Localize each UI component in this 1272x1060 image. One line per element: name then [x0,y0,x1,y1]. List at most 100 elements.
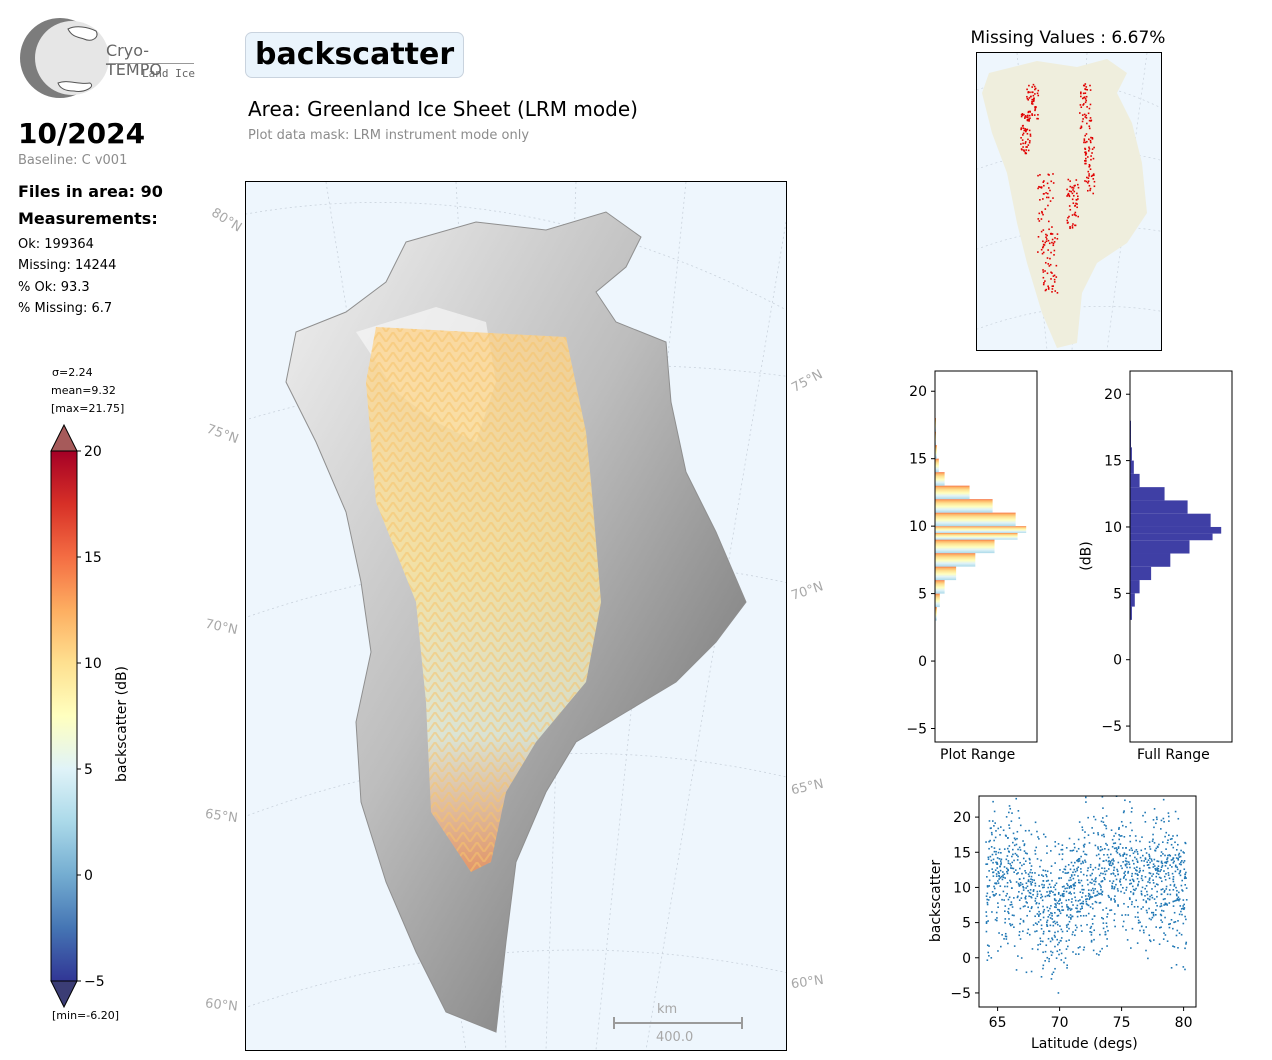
scatter-point [993,885,995,888]
scatter-point [1056,921,1058,924]
missing-point [1083,84,1086,87]
missing-point [1049,200,1052,202]
scatter-point [1047,916,1050,918]
scatter-point [1104,931,1107,933]
missing-point [1088,119,1091,122]
scatter-point [1149,895,1151,898]
scatter-point [1046,870,1049,873]
scatter-point [1158,876,1161,879]
measurements-ok: Ok: 199364 [18,237,94,252]
scatter-point [1164,864,1167,867]
scatter-point [1038,910,1040,913]
missing-points [1020,83,1096,294]
scatter-point [985,922,988,925]
missing-point [1068,215,1070,218]
scatter-point [1086,923,1088,926]
scatter-point [1080,855,1082,858]
scatter-point [1157,846,1159,848]
scatter-point [1083,946,1086,949]
scatter-point [1015,843,1018,846]
scatter-point [1146,861,1148,863]
scatter-point [1172,888,1175,891]
missing-point [1026,95,1028,98]
scatter-point [1001,878,1004,881]
scatter-point [1111,845,1114,848]
missing-point [1039,174,1041,176]
missing-point [1020,115,1023,118]
scatter-point [1088,893,1091,896]
colorbar-gradient [50,450,78,982]
missing-point [1089,117,1092,119]
scatter-point [1010,867,1012,869]
scatter-point [1155,869,1157,871]
scatter-point [1072,877,1075,880]
missing-point [1084,159,1087,162]
scatter-point [991,891,994,893]
missing-point [1047,196,1050,199]
scatter-point [1155,816,1158,819]
missing-point [1048,265,1051,267]
scatter-point [1145,949,1147,952]
scatter-point [1161,864,1164,867]
scatter-point [1068,887,1071,889]
scatter-point [1068,907,1071,910]
scatter-point [1167,867,1169,870]
scatter-point [1149,881,1151,884]
scatter-point [1034,915,1036,918]
scatter-point [1180,910,1182,913]
scatter-point [1001,898,1003,901]
missing-point [1052,242,1055,245]
missing-point [1026,97,1029,100]
missing-point [1025,129,1027,132]
scatter-point [1184,915,1186,918]
scatter-point [1137,919,1140,922]
plot-range-hist-bar [935,485,970,500]
scatter-point [1061,905,1063,908]
scatter-point [1139,921,1141,924]
missing-point [1036,92,1039,95]
scatter-point [1168,926,1171,929]
scatter-point [1125,929,1127,931]
scatter-point [1112,863,1114,865]
scatter-point [1110,864,1113,867]
missing-point [1080,91,1082,94]
scatter-point [1166,860,1169,863]
scatter-point [998,932,1000,934]
missing-point [1089,187,1092,190]
missing-point [1077,198,1079,200]
scatter-point [1180,884,1183,887]
scatter-point [1120,820,1123,823]
missing-point [1087,156,1089,158]
scatter-point [1052,924,1055,927]
scatter-point [1160,861,1163,864]
missing-point [1045,192,1047,194]
scatter-point [1035,902,1038,904]
full-range-hist-frame [1129,370,1233,743]
scatter-point [1082,949,1085,951]
scatter-point [1143,864,1145,867]
scatter-point [1009,923,1011,925]
scatter-point [1034,821,1037,824]
scatter-point [1091,882,1093,884]
scatter-point [1127,906,1129,908]
scatter-point [1114,925,1116,928]
scatter-point [1119,843,1122,845]
measurements-pct-ok: % Ok: 93.3 [18,280,90,295]
scatter-point [1014,869,1017,871]
missing-point [1088,127,1091,130]
scatter-point [1172,905,1175,907]
scatter-point [1061,894,1064,897]
scatter-point [1070,901,1073,903]
scatter-point [1169,884,1172,886]
scatter-point [1178,932,1181,934]
missing-point [1044,241,1047,244]
lat-label-left-60: 60°N [204,996,239,1015]
scatter-point [1022,889,1025,891]
scatter-point [1006,847,1009,850]
missing-point [1085,95,1088,98]
missing-point [1031,103,1034,105]
missing-point [1028,141,1031,144]
scatter-point [1162,898,1165,901]
missing-point [1091,137,1094,139]
missing-point [1088,138,1090,141]
